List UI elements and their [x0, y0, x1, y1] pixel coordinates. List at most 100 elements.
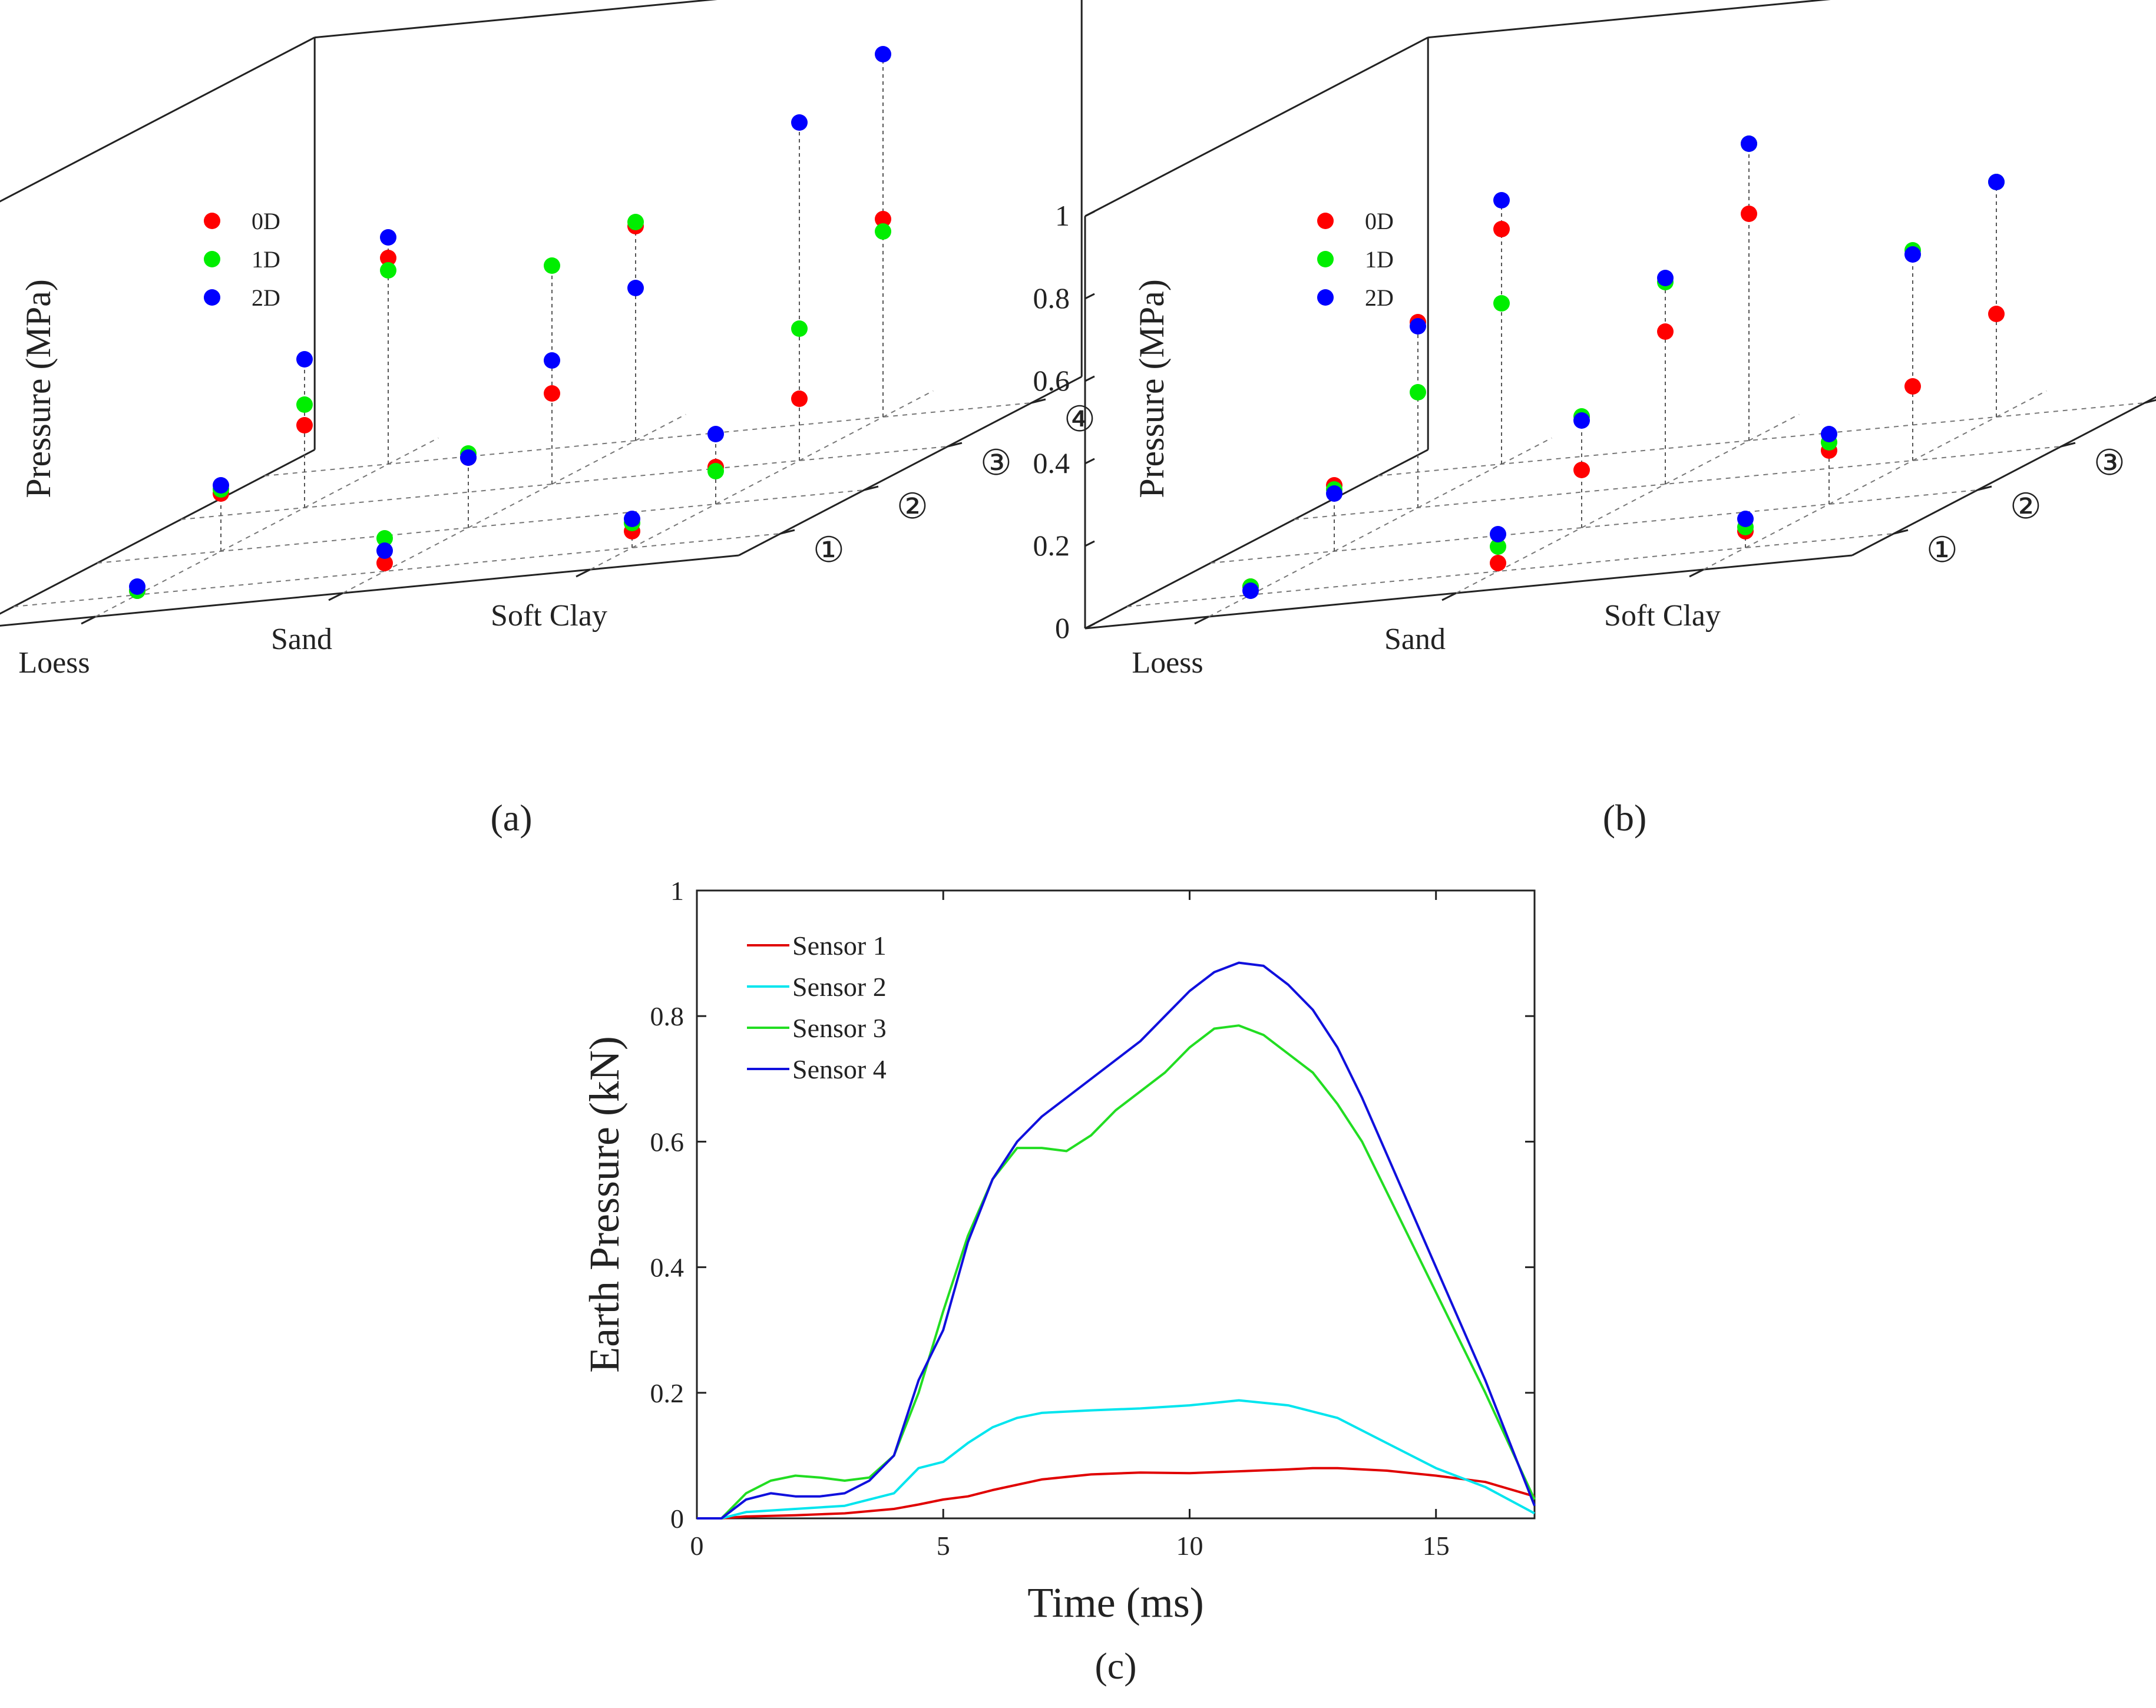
panel-label: (b)	[1603, 797, 1647, 839]
panel-c-chart: 0 5 10 15 0 0.2 0.4 0.6 0.8 1 Time (ms) Earth Press…	[581, 876, 1536, 1687]
x-axis-line	[0, 554, 739, 627]
x-axis-line	[1084, 554, 1853, 630]
legend-label: Sensor 4	[792, 1054, 887, 1084]
marker-2d	[1821, 426, 1837, 442]
marker-2d	[1493, 192, 1510, 208]
row-tick	[947, 442, 963, 448]
z-tick-label: 0.6	[1033, 364, 1070, 397]
marker-2d	[791, 114, 808, 131]
row-axis-line	[1851, 396, 2156, 557]
z-tick	[1084, 210, 1095, 217]
marker-0d	[1904, 378, 1921, 395]
marker-0d	[376, 555, 393, 571]
z-tick	[1084, 623, 1095, 630]
floor-gridline	[97, 489, 865, 564]
marker-2d	[1737, 511, 1754, 527]
legend-label: Sensor 1	[792, 931, 887, 961]
y-tick-label: 0	[670, 1504, 684, 1534]
floor-gridline	[13, 533, 781, 607]
legend-marker	[1317, 213, 1334, 229]
row-tick	[2144, 399, 2156, 404]
marker-1d	[380, 262, 396, 279]
floor-gridline	[1126, 533, 1894, 607]
floor-gridline	[1294, 446, 2062, 520]
marker-0d	[791, 390, 808, 407]
y-tick-label: 0.2	[650, 1378, 685, 1408]
row-tick	[780, 529, 795, 535]
row-tick	[2061, 442, 2076, 448]
marker-0d	[1988, 306, 2005, 322]
marker-0d	[1490, 555, 1506, 571]
y-tick-label: 0.6	[650, 1127, 685, 1157]
row-tick	[1893, 529, 1909, 535]
series-line-sensor-3	[697, 1024, 1536, 1520]
row-label: ③	[980, 443, 1012, 482]
marker-2d	[544, 352, 560, 369]
top-left-edge	[1084, 37, 1428, 217]
legend-label: Sensor 3	[792, 1013, 887, 1043]
marker-2d	[213, 477, 229, 494]
top-back-edge	[1428, 0, 1831, 39]
marker-1d	[544, 257, 560, 274]
marker-1d	[376, 530, 393, 547]
x-tick-label: 15	[1423, 1531, 1450, 1561]
marker-2d	[129, 578, 146, 595]
marker-0d	[1493, 221, 1510, 237]
legend-marker	[1317, 289, 1334, 306]
legend-label: 2D	[252, 284, 280, 311]
legend-marker	[204, 213, 220, 229]
marker-2d	[380, 229, 396, 246]
top-back-edge	[315, 0, 717, 39]
y-tick-label: 1	[670, 876, 684, 906]
row-tick	[1977, 485, 1992, 491]
category-label: Loess	[18, 646, 90, 680]
z-tick	[1084, 375, 1095, 382]
row-label: ②	[2010, 487, 2042, 526]
panel-b-chart: 0 0.2 0.4 0.6 0.8 1 Pressure (MPa) Loess Sand Sof…	[1033, 0, 2156, 839]
floor-left-edge	[0, 449, 315, 615]
category-tick	[1689, 568, 1704, 578]
category-tick	[328, 592, 343, 601]
marker-1d	[627, 214, 644, 230]
panel-label: (c)	[1094, 1645, 1136, 1687]
legend-label: 0D	[252, 208, 280, 234]
legend-marker	[1317, 251, 1334, 267]
floor-gridline	[590, 390, 934, 570]
legend-marker	[204, 289, 220, 306]
category-tick	[81, 615, 96, 625]
floor-gridline	[264, 402, 1032, 476]
marker-2d	[1326, 485, 1342, 502]
legend-label: 0D	[1365, 208, 1394, 234]
z-tick-label: 1	[1055, 199, 1070, 232]
marker-2d	[1410, 318, 1426, 335]
row-label: ④	[1064, 400, 1096, 439]
z-axis-title: Pressure (MPa)	[19, 279, 58, 498]
marker-0d	[1657, 323, 1674, 340]
marker-2d	[296, 351, 313, 368]
x-tick-label: 0	[690, 1531, 704, 1561]
z-tick-label: 0.4	[1033, 446, 1070, 479]
legend-label: 1D	[1365, 246, 1394, 273]
marker-0d	[296, 417, 313, 433]
y-tick-label: 0.8	[650, 1001, 685, 1031]
series-line-sensor-1	[697, 1467, 1535, 1520]
marker-2d	[875, 46, 891, 62]
marker-2d	[707, 426, 724, 442]
marker-0d	[1573, 462, 1590, 478]
z-tick-label: 0.2	[1033, 529, 1070, 562]
row-label: ③	[2094, 443, 2125, 482]
category-tick	[576, 568, 591, 578]
marker-1d	[707, 463, 724, 479]
plot-frame	[696, 889, 1536, 1520]
floor-gridline	[342, 413, 686, 594]
top-left-edge	[0, 37, 315, 203]
series-line-sensor-4	[697, 961, 1536, 1520]
row-axis-line	[738, 376, 1082, 557]
row-tick	[1031, 398, 1046, 404]
marker-2d	[376, 542, 393, 559]
marker-1d	[875, 223, 891, 240]
floor-gridline	[1703, 390, 2047, 570]
floor-gridline	[1210, 489, 1978, 564]
category-tick	[1194, 615, 1209, 625]
